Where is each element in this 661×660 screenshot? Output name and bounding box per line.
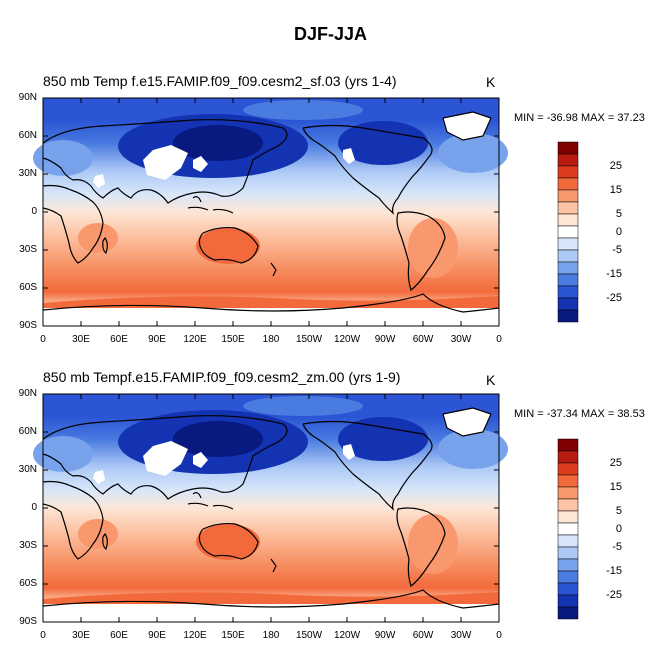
colorbar-swatch <box>557 225 579 239</box>
lon-tick-label: 60E <box>110 630 128 641</box>
colorbar-swatch <box>557 474 579 488</box>
colorbar-swatch <box>557 309 579 323</box>
lat-tick-label: 60S <box>19 282 37 293</box>
lon-tick-label: 150W <box>295 630 323 641</box>
lon-tick-label: 30W <box>450 334 472 345</box>
panel-2-units: K <box>486 372 496 388</box>
panel-1-axes <box>42 97 500 327</box>
lon-tick-label: 150E <box>221 630 245 641</box>
lon-tick-label: 120W <box>333 630 361 641</box>
lon-tick-label: 90W <box>374 630 396 641</box>
colorbar-swatch <box>557 594 579 608</box>
lon-tick-label: 150E <box>221 334 245 345</box>
lat-tick-label: 90S <box>19 320 37 331</box>
colorbar-swatch <box>557 153 579 167</box>
lon-tick-label: 30E <box>72 334 90 345</box>
colorbar-swatch <box>557 201 579 215</box>
colorbar-swatch <box>557 261 579 275</box>
colorbar-label: 0 <box>615 226 622 238</box>
colorbar-label: 0 <box>615 523 622 535</box>
lon-tick-label: 60W <box>412 630 434 641</box>
colorbar-swatch <box>557 237 579 251</box>
lon-tick-label: 120E <box>183 334 207 345</box>
lon-tick-label: 90E <box>148 334 166 345</box>
colorbar-swatch <box>557 558 579 572</box>
panel-2-map <box>32 393 509 623</box>
lon-tick-label: 120E <box>183 630 207 641</box>
colorbar-swatch <box>557 177 579 191</box>
colorbar-swatch <box>557 522 579 536</box>
lon-tick-label: 90E <box>148 630 166 641</box>
lat-tick-label: 30S <box>19 244 37 255</box>
colorbar-label: 15 <box>609 481 622 493</box>
colorbar-swatch <box>557 534 579 548</box>
colorbar-label: 25 <box>609 160 622 172</box>
colorbar-swatch <box>557 249 579 263</box>
colorbar-swatch <box>557 546 579 560</box>
colorbar-swatch <box>557 486 579 500</box>
colorbar-label: -15 <box>606 565 622 577</box>
lon-tick-label: 30W <box>450 630 472 641</box>
colorbar-swatch <box>557 510 579 524</box>
panel-2-colorbar <box>557 438 579 620</box>
colorbar-swatch <box>557 165 579 179</box>
lat-tick-label: 0 <box>31 502 37 513</box>
lon-tick-label: 0 <box>496 334 502 345</box>
colorbar-swatch <box>557 462 579 476</box>
colorbar-swatch <box>557 582 579 596</box>
lon-tick-label: 120W <box>333 334 361 345</box>
panel-2-minmax: MIN = -37.34 MAX = 38.53 <box>514 408 645 420</box>
colorbar-swatch <box>557 570 579 584</box>
lon-tick-label: 0 <box>496 630 502 641</box>
lon-tick-label: 0 <box>40 334 46 345</box>
lon-tick-label: 90W <box>374 334 396 345</box>
colorbar-swatch <box>557 141 579 155</box>
colorbar-label: 5 <box>615 208 622 220</box>
colorbar-swatch <box>557 606 579 620</box>
lon-tick-label: 0 <box>40 630 46 641</box>
lat-tick-label: 30S <box>19 540 37 551</box>
panel-1-colorbar <box>557 141 579 323</box>
lat-tick-label: 60N <box>18 130 37 141</box>
colorbar-swatch <box>557 438 579 452</box>
colorbar-label: -25 <box>606 589 622 601</box>
lon-tick-label: 150W <box>295 334 323 345</box>
colorbar-swatch <box>557 273 579 287</box>
lat-tick-label: 90N <box>18 388 37 399</box>
colorbar-swatch <box>557 189 579 203</box>
lon-tick-label: 60E <box>110 334 128 345</box>
panel-1-minmax: MIN = -36.98 MAX = 37.23 <box>514 112 645 124</box>
panel-1-title: 850 mb Temp f.e15.FAMIP.f09_f09.cesm2_sf… <box>43 73 397 89</box>
figure-title: DJF-JJA <box>293 24 368 44</box>
lon-tick-label: 180 <box>262 334 280 345</box>
panel-1-map <box>32 97 509 327</box>
lon-tick-label: 30E <box>72 630 90 641</box>
lat-tick-label: 30N <box>18 464 37 475</box>
colorbar-swatch <box>557 213 579 227</box>
lat-tick-label: 90N <box>18 92 37 103</box>
lat-tick-label: 60N <box>18 426 37 437</box>
lat-tick-label: 90S <box>19 616 37 627</box>
panel-2-axes <box>42 393 500 623</box>
colorbar-label: -5 <box>612 244 622 256</box>
colorbar-label: -25 <box>606 292 622 304</box>
colorbar-label: 5 <box>615 505 622 517</box>
colorbar-swatch <box>557 285 579 299</box>
colorbar-swatch <box>557 297 579 311</box>
lat-tick-label: 30N <box>18 168 37 179</box>
colorbar-label: -15 <box>606 268 622 280</box>
colorbar-swatch <box>557 498 579 512</box>
colorbar-swatch <box>557 450 579 464</box>
lon-tick-label: 180 <box>262 630 280 641</box>
colorbar-label: 15 <box>609 184 622 196</box>
colorbar-label: -5 <box>612 541 622 553</box>
lat-tick-label: 60S <box>19 578 37 589</box>
colorbar-label: 25 <box>609 457 622 469</box>
panel-1-units: K <box>486 74 496 90</box>
panel-2-title: 850 mb Tempf.e15.FAMIP.f09_f09.cesm2_zm.… <box>43 369 401 385</box>
lat-tick-label: 0 <box>31 206 37 217</box>
lon-tick-label: 60W <box>412 334 434 345</box>
